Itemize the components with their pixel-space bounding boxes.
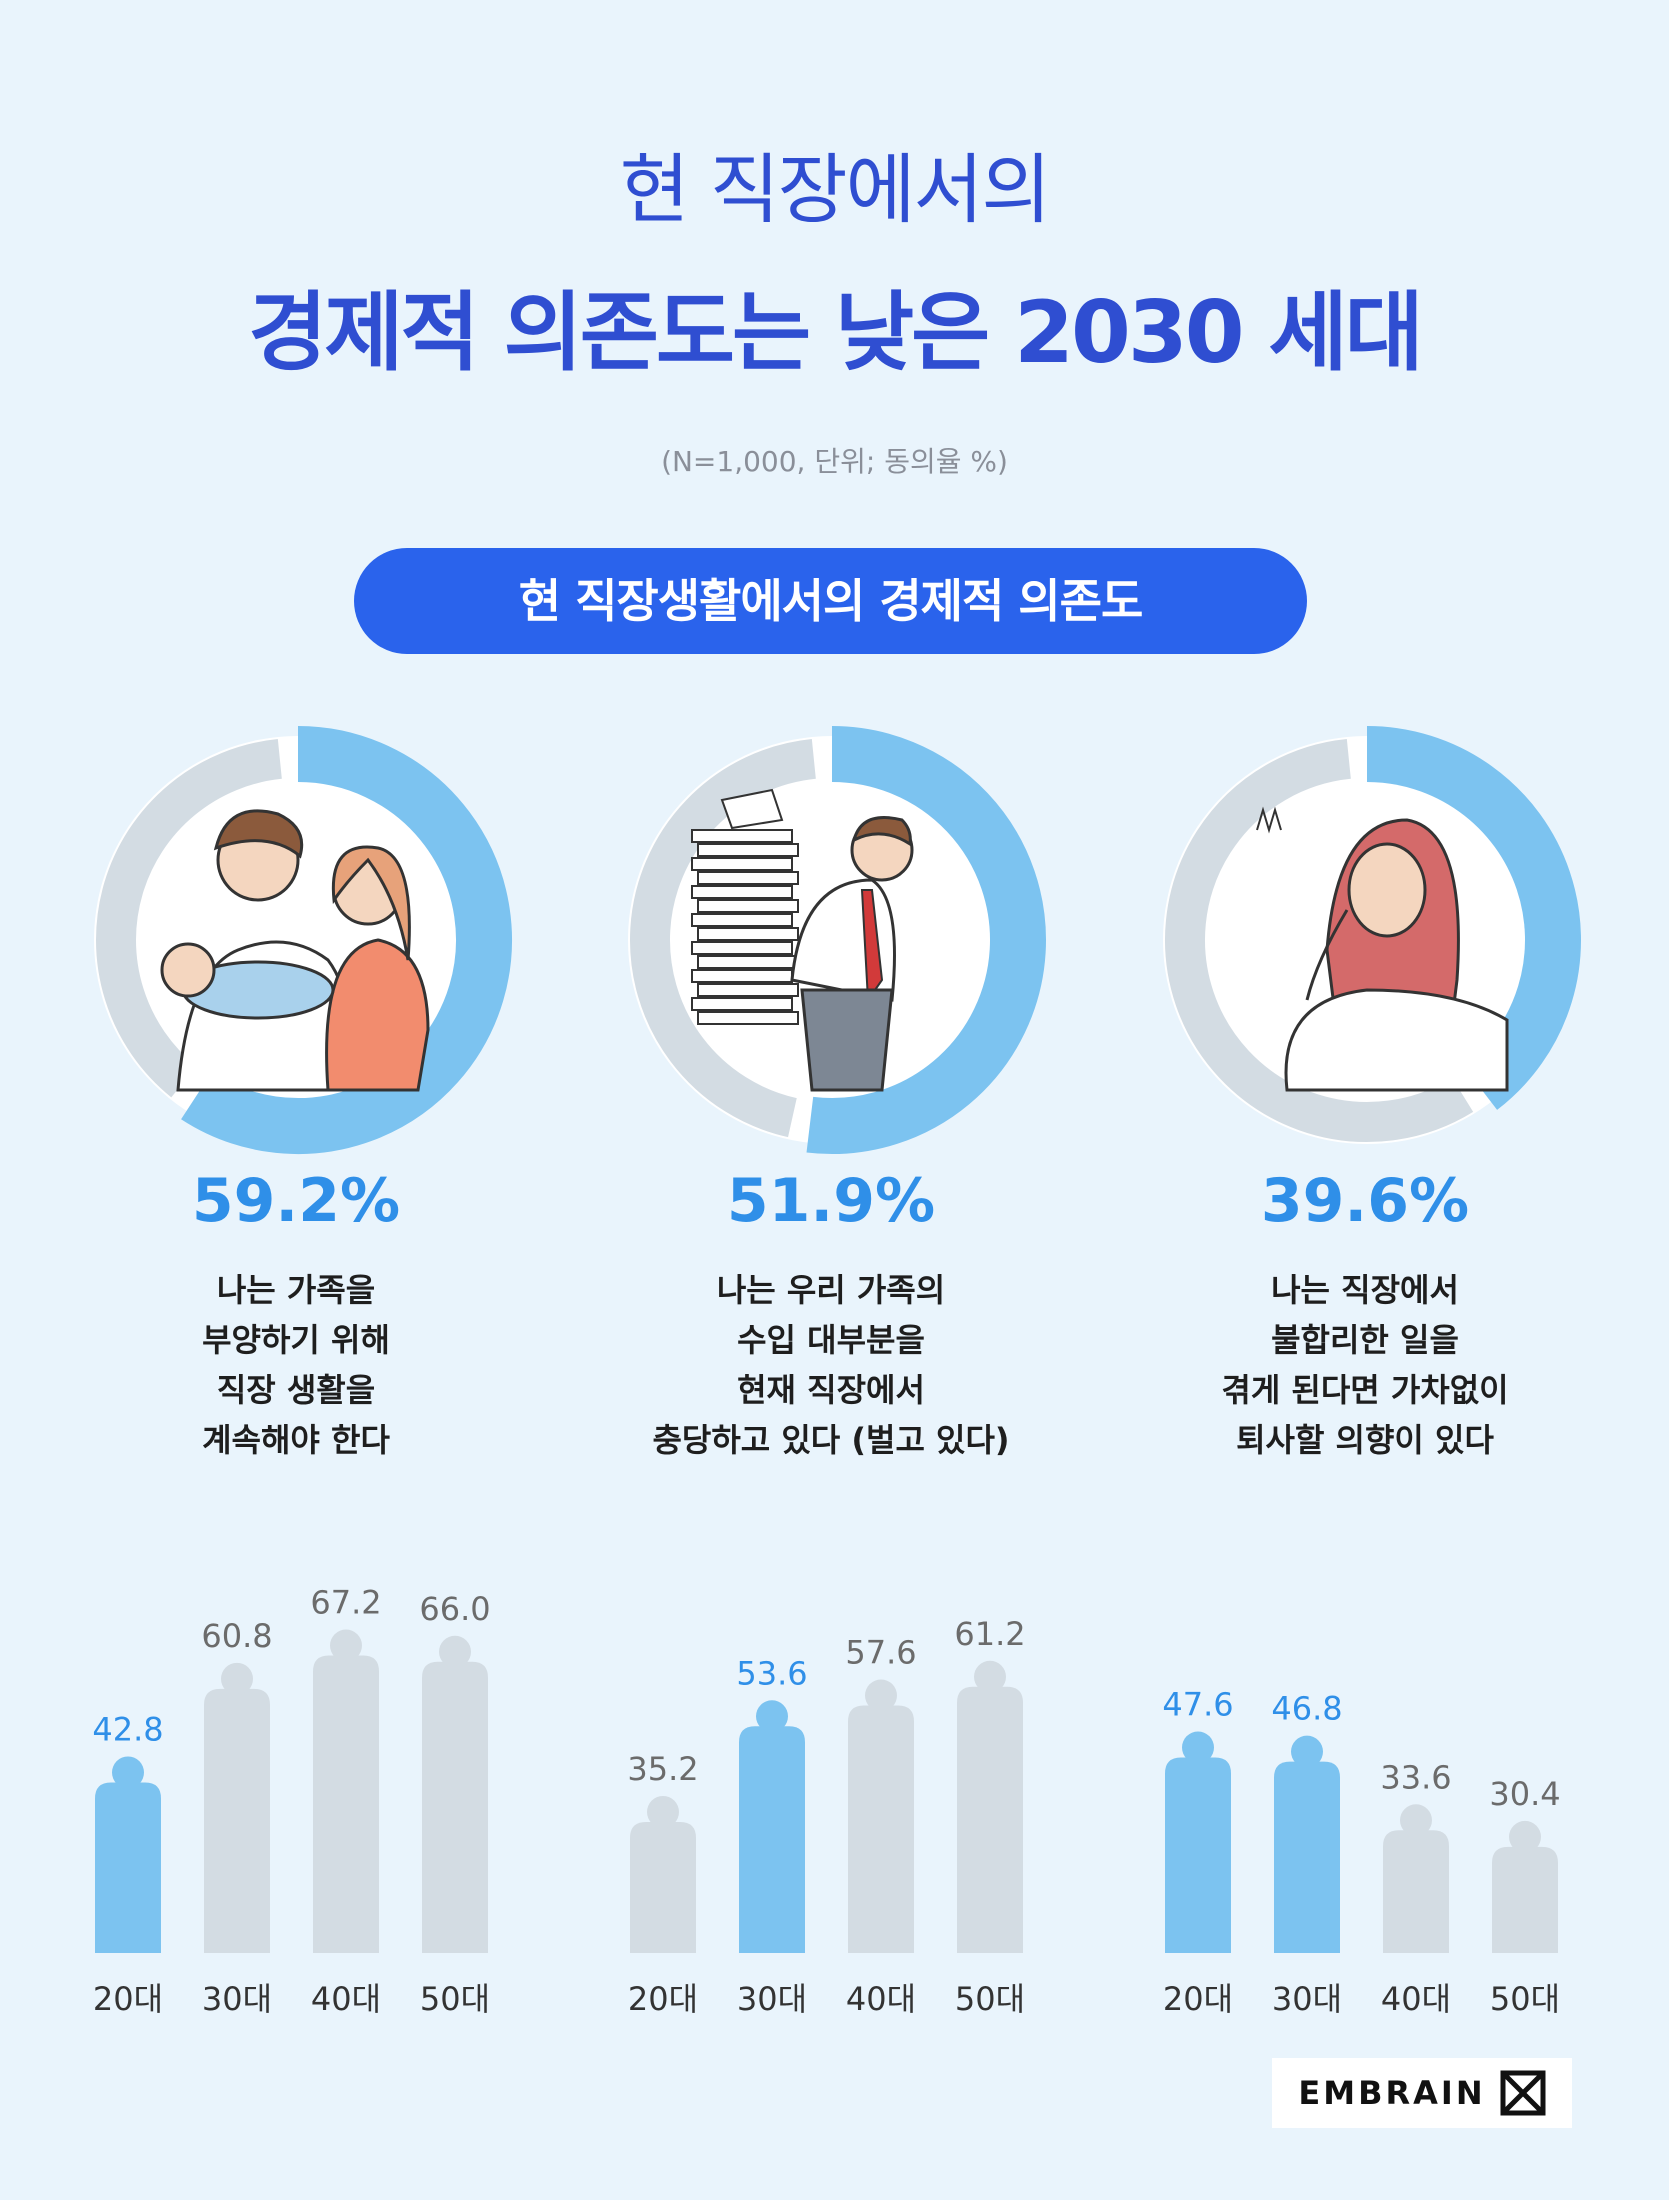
bar-value-label: 57.6 — [845, 1633, 916, 1671]
donut-1-desc-line: 계속해야 한다 — [202, 1421, 390, 1459]
bar-head — [1400, 1804, 1432, 1837]
bar-head — [1509, 1820, 1541, 1853]
bar-body — [422, 1661, 488, 1953]
section-label-pill: 현 직장생활에서의 경제적 의존도 — [354, 548, 1307, 654]
bar-category-label: 20대 — [1163, 1980, 1233, 2018]
bar-body — [630, 1821, 696, 1953]
embrain-logo: EMBRAIN — [1272, 2058, 1572, 2128]
donut-2-desc-line: 충당하고 있다 (벌고 있다) — [652, 1421, 1010, 1459]
bar-value-label: 67.2 — [310, 1584, 381, 1622]
bar-value-label: 33.6 — [1380, 1758, 1451, 1796]
bar-body — [204, 1688, 270, 1953]
bar-body — [1492, 1846, 1558, 1953]
bar-category-label: 40대 — [1381, 1980, 1451, 2018]
donut-2-desc-line: 수입 대부분을 — [737, 1321, 925, 1359]
bar-head — [112, 1756, 144, 1789]
bar-value-label: 61.2 — [954, 1615, 1025, 1653]
bar-head — [974, 1660, 1006, 1693]
bar-value-label: 35.2 — [627, 1750, 698, 1788]
bar-head — [439, 1635, 471, 1668]
bar-category-label: 30대 — [737, 1980, 807, 2018]
bar-category-label: 40대 — [311, 1980, 381, 2018]
page-title-line1: 현 직장에서의 — [619, 145, 1052, 234]
logo-text: EMBRAIN — [1298, 2074, 1486, 2112]
donut-3-value-arc — [1366, 726, 1581, 1110]
bar-value-label: 47.6 — [1162, 1685, 1233, 1723]
donut-1-value-arc — [181, 726, 512, 1154]
bar-category-label: 20대 — [93, 1980, 163, 2018]
donut-3-desc-line: 겪게 된다면 가차없이 — [1221, 1371, 1509, 1409]
bar-value-label: 46.8 — [1271, 1690, 1342, 1728]
bar-body — [957, 1686, 1023, 1953]
bar-head — [756, 1700, 788, 1733]
donut-1-desc-line: 나는 가족을 — [216, 1271, 376, 1309]
bar-category-label: 40대 — [846, 1980, 916, 2018]
donut-1-remainder-arc — [96, 739, 283, 1098]
donut-3-percent: 39.6% — [1260, 1166, 1470, 1236]
family-with-baby-illustration — [160, 809, 430, 1092]
page-title-line2: 경제적 의존도는 낮은 2030 세대 — [248, 283, 1423, 383]
donut-1-desc-line: 부양하기 위해 — [202, 1321, 390, 1359]
donut-3-desc-line: 퇴사할 의향이 있다 — [1236, 1421, 1494, 1459]
donut-1-percent: 59.2% — [191, 1166, 401, 1236]
bar-value-label: 60.8 — [201, 1617, 272, 1655]
bar-value-label: 42.8 — [92, 1710, 163, 1748]
bar-category-label: 50대 — [420, 1980, 490, 2018]
bar-value-label: 66.0 — [419, 1590, 490, 1628]
bar-body — [95, 1782, 161, 1953]
bar-head — [221, 1662, 253, 1695]
man-carrying-papers-illustration — [691, 788, 914, 1092]
bar-category-label: 50대 — [955, 1980, 1025, 2018]
bar-head — [865, 1679, 897, 1712]
bar-body — [1274, 1761, 1340, 1953]
bar-body — [739, 1726, 805, 1953]
bar-value-label: 53.6 — [736, 1654, 807, 1692]
bar-category-label: 50대 — [1490, 1980, 1560, 2018]
bar-head — [1182, 1731, 1214, 1764]
stressed-woman-illustration — [1256, 806, 1509, 1092]
donut-3-remainder-arc — [1165, 739, 1474, 1142]
bar-value-label: 30.4 — [1489, 1775, 1560, 1813]
bar-category-label: 20대 — [628, 1980, 698, 2018]
bar-head — [1291, 1735, 1323, 1768]
donut-2-desc-line: 나는 우리 가족의 — [716, 1271, 946, 1309]
donut-1-desc-line: 직장 생활을 — [216, 1371, 376, 1409]
bar-category-label: 30대 — [1272, 1980, 1342, 2018]
donut-3-desc-line: 나는 직장에서 — [1271, 1271, 1459, 1309]
bar-body — [848, 1705, 914, 1953]
donut-3-description: 나는 직장에서 불합리한 일을 겪게 된다면 가차없이 퇴사할 의향이 있다 — [1105, 1265, 1625, 1465]
bar-body — [313, 1655, 379, 1953]
embrain-mark-icon — [1500, 2070, 1546, 2116]
donut-2-desc-line: 현재 직장에서 — [737, 1371, 925, 1409]
donut-2-description: 나는 우리 가족의 수입 대부분을 현재 직장에서 충당하고 있다 (벌고 있다… — [571, 1265, 1091, 1465]
sample-note: (N=1,000, 단위; 동의율 %) — [661, 445, 1008, 478]
bar-head — [330, 1629, 362, 1662]
bar-head — [647, 1795, 679, 1828]
bar-body — [1383, 1830, 1449, 1953]
donut-1-description: 나는 가족을 부양하기 위해 직장 생활을 계속해야 한다 — [36, 1265, 556, 1465]
bar-body — [1165, 1757, 1231, 1953]
donut-2-percent: 51.9% — [726, 1166, 936, 1236]
bar-category-label: 30대 — [202, 1980, 272, 2018]
donut-3-desc-line: 불합리한 일을 — [1271, 1321, 1459, 1359]
donut-2-remainder-arc — [630, 739, 816, 1138]
donut-2-value-arc — [806, 726, 1046, 1154]
